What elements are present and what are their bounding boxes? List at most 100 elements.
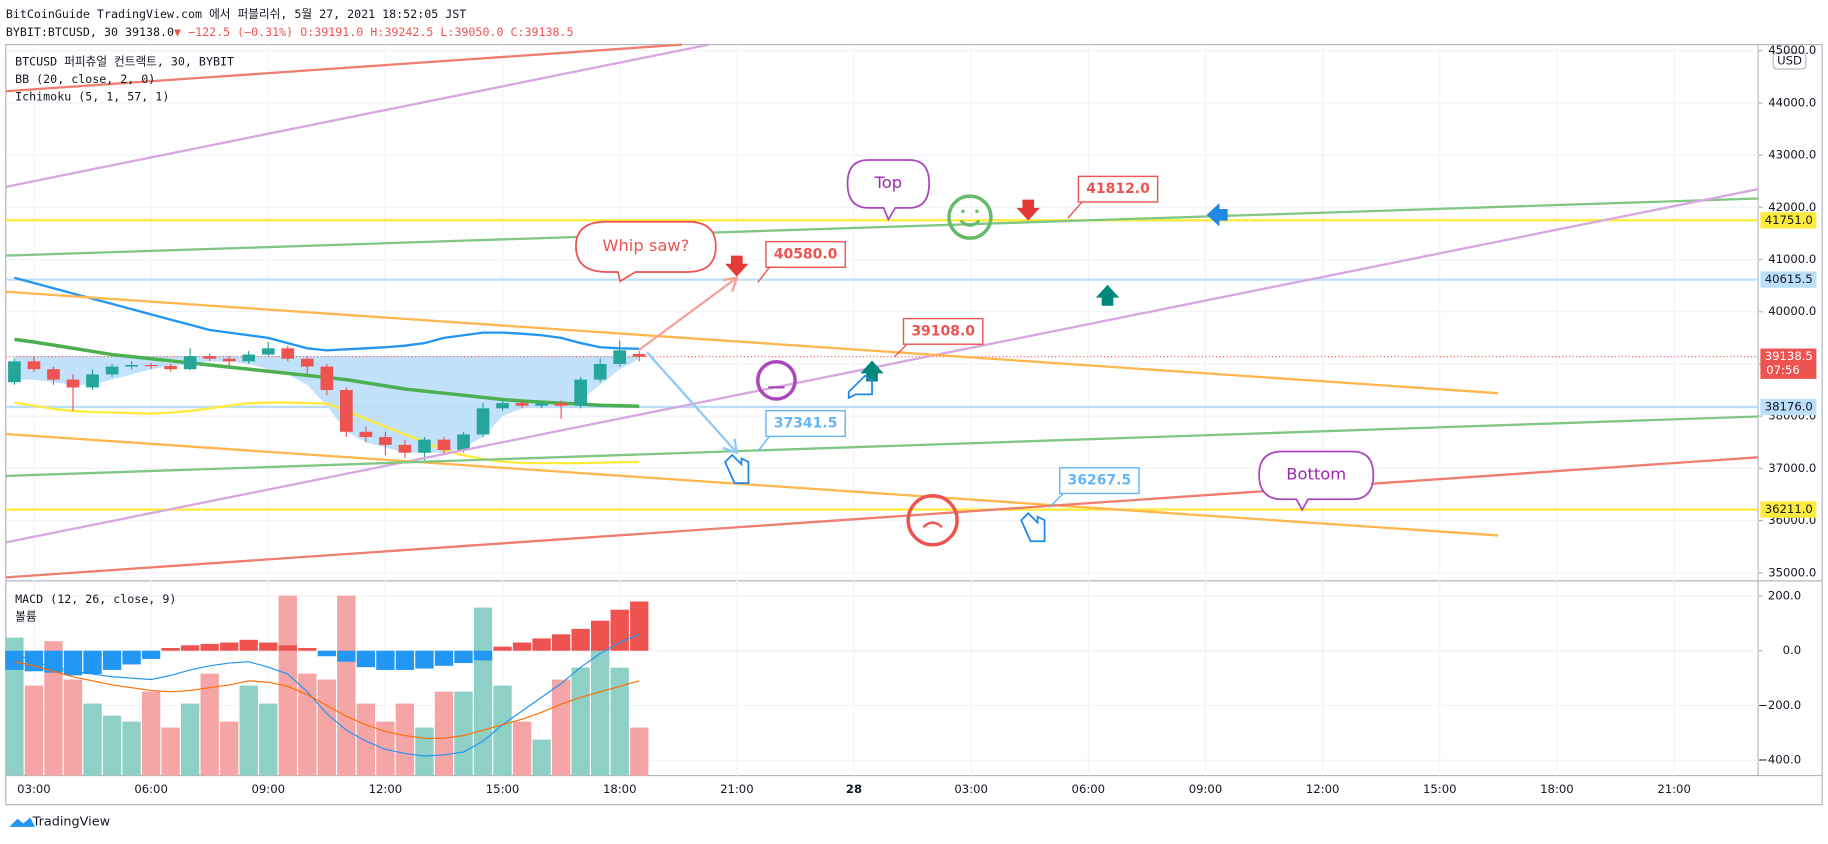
arrow — [638, 276, 739, 351]
price-axis-label: 41751.0 — [1765, 213, 1813, 227]
macd-histogram-bar — [356, 650, 376, 668]
volume-bar — [298, 673, 317, 776]
macd-legend: MACD (12, 26, close, 9) — [15, 592, 176, 606]
x-tick-label: 06:00 — [1072, 782, 1106, 796]
trend-line — [5, 456, 1759, 579]
price-label-box — [765, 409, 846, 438]
ohlc: H:39242.5 — [370, 24, 433, 38]
countdown: 07:56 — [1766, 363, 1800, 377]
indicator-line — [14, 401, 640, 465]
candle-body — [125, 364, 138, 367]
pointer — [1067, 201, 1083, 219]
candle-body — [340, 390, 353, 432]
published-line: BitCoinGuide TradingView.com 에서 퍼블리쉬, 5월… — [6, 7, 466, 21]
candle-body — [398, 444, 412, 453]
candle-body — [164, 366, 177, 370]
price-label-box — [1059, 467, 1140, 495]
volume-bar — [259, 703, 278, 776]
macd-histogram-bar — [591, 620, 610, 651]
candle-body — [632, 353, 646, 357]
macd-histogram-bar — [630, 601, 649, 651]
price-label: 40580.0 — [774, 246, 838, 262]
macd-histogram-bar — [278, 645, 297, 651]
y-tick-label: 43000.0 — [1768, 148, 1816, 162]
macd-histogram-bar — [493, 646, 512, 651]
ohlc: L:39050.0 — [440, 24, 503, 38]
neutral-icon — [756, 359, 797, 401]
price-axis-label-bg — [1760, 212, 1817, 229]
volume-bar — [180, 703, 200, 776]
macd-histogram-bar — [259, 642, 278, 651]
price-label: 39108.0 — [911, 323, 975, 339]
candle-body — [86, 374, 99, 388]
volume-bar — [473, 607, 493, 776]
volume-bar — [376, 721, 395, 776]
arrow — [646, 351, 739, 455]
macd-histogram-bar — [239, 639, 258, 651]
legend-item: Ichimoku (5, 1, 57, 1) — [15, 90, 169, 104]
candle-body — [144, 364, 158, 367]
x-tick-label: 18:00 — [1540, 782, 1574, 796]
candle-body — [300, 358, 314, 367]
hand-icon — [847, 374, 873, 400]
macd-tick-label: 200.0 — [1768, 589, 1801, 603]
macd-histogram-bar — [161, 648, 180, 651]
currency-box — [1772, 52, 1807, 70]
x-tick-label: 15:00 — [1423, 782, 1457, 796]
price-axis-label-bg — [1760, 271, 1817, 288]
signal-line — [14, 661, 640, 739]
left-arrow-icon — [1206, 203, 1228, 227]
price-label: 41812.0 — [1086, 181, 1150, 197]
volume-bar — [63, 679, 83, 776]
macd-histogram-bar — [24, 650, 44, 672]
candle-body — [320, 366, 334, 391]
price-label-box — [765, 240, 846, 268]
candle-body — [535, 403, 548, 406]
volume-bar — [239, 685, 258, 776]
candle-body — [261, 348, 275, 355]
candle-body — [437, 439, 451, 451]
pointer — [757, 435, 770, 452]
macd-histogram-bar — [473, 650, 493, 661]
hand-icon — [724, 453, 750, 484]
ohlc: C:39138.5 — [510, 24, 573, 38]
smiley-mouth — [959, 219, 981, 227]
legend-item: BTCUSD 퍼피츄얼 컨트랙트, 30, BYBIT — [15, 55, 234, 69]
candle-body — [222, 358, 236, 362]
trend-line — [5, 43, 683, 93]
volume-bar — [571, 667, 590, 776]
x-tick-label: 09:00 — [1189, 782, 1223, 796]
trend-line — [5, 290, 1499, 395]
callout-text: Whip saw? — [602, 236, 689, 255]
x-tick-label: 18:00 — [603, 782, 637, 796]
x-tick-label: 15:00 — [486, 782, 520, 796]
symbol: BYBIT:BTCUSD, 30 — [6, 24, 118, 38]
trend-line — [5, 188, 1759, 544]
macd-histogram-bar — [298, 648, 317, 651]
candle-body — [496, 403, 509, 409]
macd-histogram-bar — [63, 650, 83, 676]
y-tick-label: 35000.0 — [1768, 565, 1816, 579]
price-label: 36267.5 — [1068, 473, 1132, 489]
macd-histogram-bar — [122, 650, 141, 665]
macd-histogram-bar — [512, 642, 532, 651]
macd-histogram-bar — [415, 650, 434, 669]
volume-bar — [141, 691, 161, 776]
price-label-box — [902, 317, 984, 345]
callout — [846, 159, 931, 222]
volume-bar — [122, 721, 141, 776]
y-tick-label: 45000.0 — [1768, 43, 1816, 57]
logo — [9, 817, 35, 827]
macd-histogram-bar — [141, 650, 161, 659]
volume-bar — [493, 685, 512, 776]
candle-body — [457, 434, 470, 451]
candle-body — [47, 369, 60, 380]
volume-bar — [200, 673, 219, 776]
currency: USD — [1777, 53, 1802, 67]
price-axis-label: 38176.0 — [1765, 399, 1813, 413]
x-tick-label: 21:00 — [720, 782, 754, 796]
x-tick-label: 03:00 — [954, 782, 988, 796]
trend-line — [5, 43, 710, 188]
candle-body — [359, 431, 373, 438]
macd-histogram-bar — [610, 609, 629, 651]
